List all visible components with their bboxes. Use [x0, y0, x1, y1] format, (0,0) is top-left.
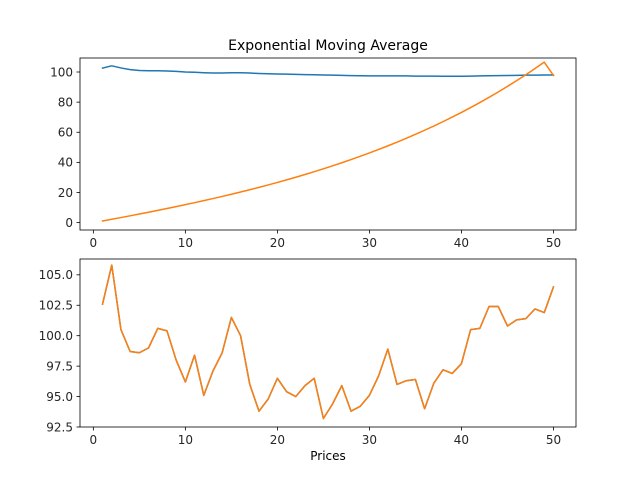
y-tick-label: 40: [58, 156, 73, 170]
x-tick-label: 50: [546, 236, 561, 250]
y-tick-label: 20: [58, 186, 73, 200]
series-line-1: [101, 65, 555, 77]
series-line-2: [101, 264, 555, 420]
y-tick-label: 95.0: [46, 390, 73, 404]
x-tick-label: 0: [90, 236, 98, 250]
series-line-2: [101, 61, 555, 222]
y-tick-label: 92.5: [46, 420, 73, 434]
plot-frame: [79, 258, 577, 428]
y-tick-label: 100: [50, 65, 73, 79]
x-tick-label: 10: [178, 433, 193, 447]
x-tick-label: 50: [546, 433, 561, 447]
y-tick-label: 97.5: [46, 359, 73, 373]
plot-frame: [79, 57, 577, 231]
x-tick-label: 20: [270, 236, 285, 250]
x-tick-label: 0: [90, 433, 98, 447]
x-axis-label: Prices: [310, 449, 346, 463]
y-tick-label: 105.0: [39, 268, 73, 282]
x-tick-label: 40: [454, 236, 469, 250]
y-tick-label: 0: [65, 216, 73, 230]
y-tick-label: 100.0: [39, 329, 73, 343]
prices-chart: 0 10 20 30 40 50 92.5 95.0 97.5 100.0 102.5 105.0 Pr…: [39, 258, 577, 463]
y-tick-label: 80: [58, 95, 73, 109]
chart-title: Exponential Moving Average: [228, 38, 428, 54]
x-tick-label: 10: [178, 236, 193, 250]
x-tick-label: 30: [362, 236, 377, 250]
y-tick-label: 102.5: [39, 299, 73, 313]
y-tick-label: 60: [58, 126, 73, 140]
x-tick-label: 40: [454, 433, 469, 447]
ema-chart: 0 10 20 30 40 50 0 20 40 60 80 100 Exponential Movin…: [50, 38, 577, 250]
x-tick-label: 20: [270, 433, 285, 447]
x-tick-label: 30: [362, 433, 377, 447]
